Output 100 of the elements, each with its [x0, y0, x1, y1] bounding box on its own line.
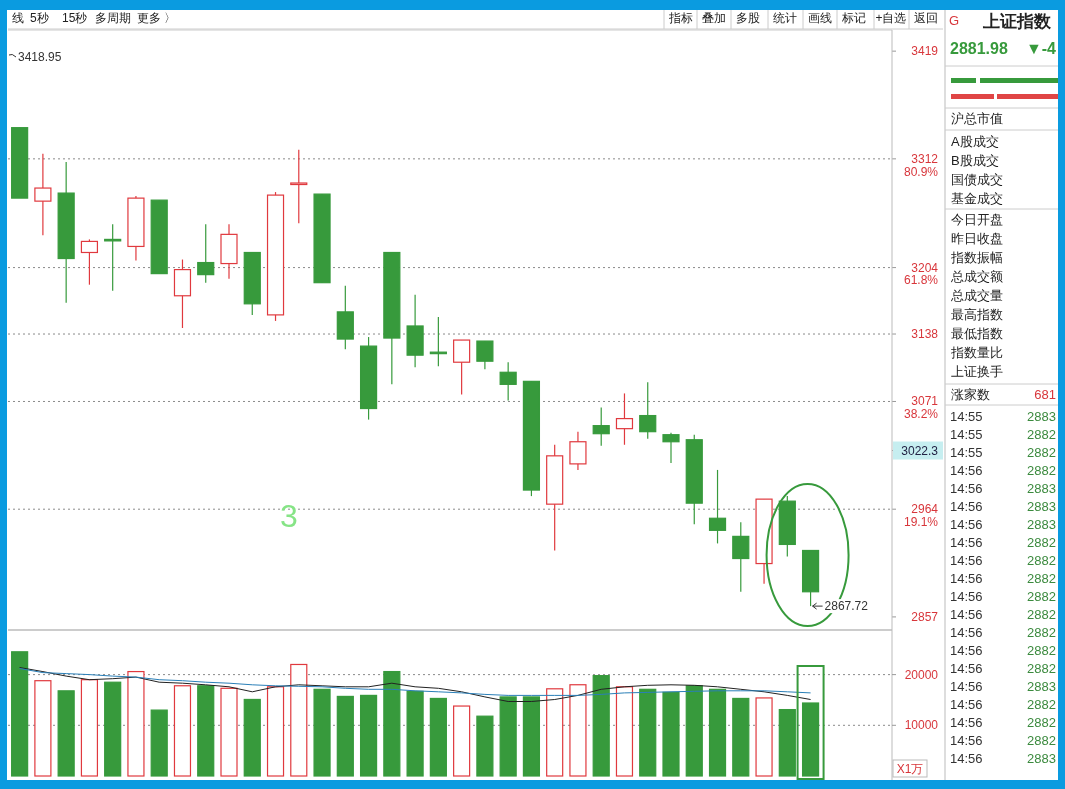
- y-tick-label: 3204: [911, 260, 939, 275]
- text: 14:56: [950, 499, 983, 514]
- text: 叠加: [702, 11, 726, 25]
- bar: [313, 688, 331, 777]
- text: 14:56: [950, 589, 983, 604]
- bar: [11, 651, 29, 777]
- text: 2882: [1027, 715, 1056, 730]
- text: 最高指数: [951, 307, 1003, 322]
- text: 沪总市值: [951, 111, 1003, 126]
- bar: [359, 694, 378, 777]
- text: 14:56: [950, 463, 983, 478]
- text: 5秒: [30, 11, 49, 25]
- y-tick-label: 3312: [911, 151, 939, 166]
- bar: [197, 685, 215, 777]
- text: 14:55: [950, 409, 983, 424]
- y-tick-label: 2857: [911, 609, 939, 624]
- y-tick-label: 2964: [911, 502, 939, 517]
- text: 返回: [914, 11, 938, 25]
- bar: [220, 687, 238, 777]
- bar: [569, 684, 587, 777]
- text: 14:56: [950, 607, 983, 622]
- text: 14:56: [950, 715, 983, 730]
- bar: [522, 696, 541, 777]
- text: 14:56: [950, 625, 983, 640]
- bar: [266, 686, 285, 777]
- y-tick-label: 3022.3: [901, 443, 939, 458]
- text: 指数量比: [950, 345, 1003, 360]
- text: 线: [12, 11, 24, 25]
- text: 14:56: [950, 571, 983, 586]
- candlestick: [569, 431, 587, 471]
- text: 14:56: [950, 553, 983, 568]
- annotation: 3418.95: [18, 50, 62, 64]
- bar: [429, 697, 447, 777]
- text: 国债成交: [951, 172, 1003, 187]
- bar: [127, 670, 145, 777]
- bar: [755, 697, 773, 777]
- text: 2882: [1027, 697, 1056, 712]
- text: 画线: [808, 11, 832, 25]
- text: 2882: [1027, 427, 1056, 442]
- candlestick: [732, 521, 750, 593]
- text: 今日开盘: [951, 212, 1003, 227]
- candlestick: [476, 340, 494, 370]
- y-tick-label: 20000: [904, 667, 939, 682]
- y2-tick-label: 19.1%: [903, 514, 939, 529]
- text: 2883: [1027, 517, 1056, 532]
- bar: [453, 705, 471, 777]
- bar: [57, 690, 75, 777]
- text: X1万: [896, 762, 924, 776]
- candlestick: [499, 361, 517, 402]
- text: 14:56: [950, 661, 983, 676]
- text: 2882: [1027, 463, 1056, 478]
- text: 2883: [1027, 499, 1056, 514]
- text: 2882: [1027, 733, 1056, 748]
- bar: [336, 695, 354, 777]
- bar: [546, 688, 564, 777]
- text: G: [949, 13, 960, 28]
- bar: [615, 686, 634, 777]
- bar: [104, 681, 122, 777]
- text: 更多 〉: [137, 11, 177, 25]
- text: 2882: [1027, 571, 1056, 586]
- text: 指数振幅: [950, 250, 1003, 265]
- text: 涨家数: [951, 387, 990, 402]
- text: +自选: [875, 11, 907, 25]
- text: 681: [1034, 387, 1056, 402]
- text: ▼-4: [1025, 40, 1057, 57]
- text: 统计: [773, 11, 797, 25]
- bar: [34, 680, 52, 777]
- line-series: [19, 668, 812, 696]
- candlestick: [34, 153, 52, 236]
- text: A股成交: [951, 134, 999, 149]
- bar: [290, 663, 308, 777]
- bar: [243, 698, 261, 777]
- text: 指标: [668, 11, 693, 25]
- text: 2882: [1027, 445, 1056, 460]
- annotation: 3: [280, 498, 298, 534]
- text: 昨日收盘: [951, 231, 1003, 246]
- candlestick: [592, 406, 610, 447]
- text: 2882: [1027, 625, 1056, 640]
- text: 2881.98: [950, 40, 1008, 57]
- candlestick: [662, 432, 680, 464]
- text: 多股: [736, 11, 760, 25]
- text: 2883: [1027, 409, 1056, 424]
- text: 2883: [1027, 481, 1056, 496]
- text: 上证指数: [982, 12, 1052, 31]
- candlestick: [615, 392, 634, 446]
- bar: [150, 709, 168, 777]
- text: 14:56: [950, 535, 983, 550]
- candlestick: [104, 223, 122, 292]
- text: 总成交额: [950, 269, 1003, 284]
- text: 最低指数: [951, 326, 1003, 341]
- text: 总成交量: [950, 288, 1003, 303]
- bar: [383, 670, 401, 777]
- text: 2882: [1027, 607, 1056, 622]
- bar: [708, 688, 727, 777]
- text: 14:56: [950, 517, 983, 532]
- text: 2883: [1027, 751, 1056, 766]
- text: 上证换手: [951, 364, 1003, 379]
- bar: [778, 708, 796, 777]
- text: 14:56: [950, 751, 983, 766]
- y-tick-label: 3071: [911, 394, 939, 409]
